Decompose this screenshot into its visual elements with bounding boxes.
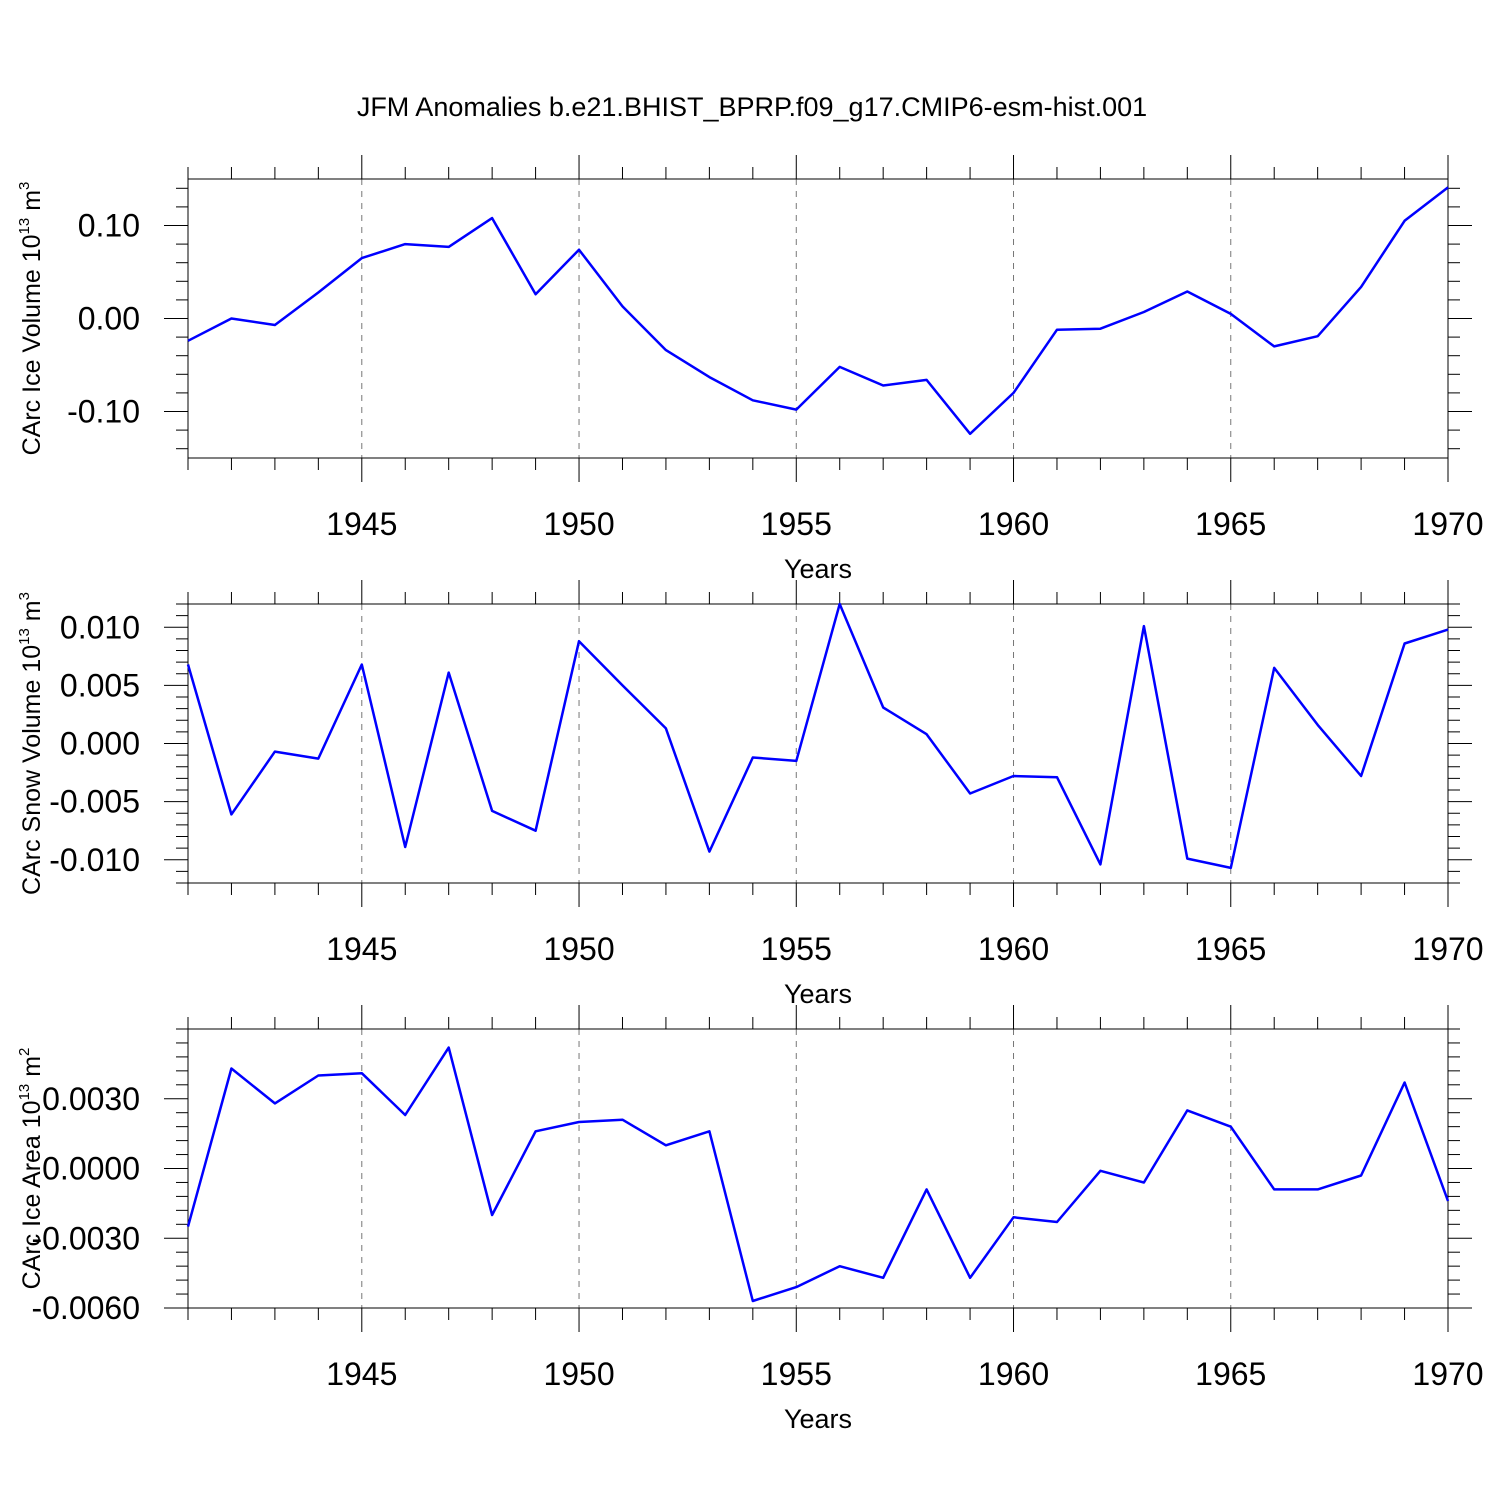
panel-snow-volume: 1945 1950 1955 1960 1965 1970 Years -0.010 -0.00… [16,580,1484,1009]
x-tick-label: 1960 [978,1356,1049,1392]
x-tick-label: 1955 [761,931,832,967]
y-tick-label: 0.0000 [42,1151,140,1187]
y-axis-label-part: 2 [16,1048,33,1056]
figure-title: JFM Anomalies b.e21.BHIST_BPRP.f09_g17.C… [357,92,1147,122]
y-axis-label-part: CArc Ice Volume 10 [18,234,46,455]
x-tick-label: 1965 [1195,506,1266,542]
y-axis-label-part: m [18,600,46,628]
y-tick-label: 0.005 [60,667,140,703]
x-tick-label: 1965 [1195,1356,1266,1392]
series-line [188,187,1448,433]
y-tick-label: 0.010 [60,609,140,645]
x-axis-label: Years [784,554,852,584]
y-tick-label: -0.010 [49,842,140,878]
y-axis-label-part: 13 [16,1084,33,1101]
y-axis-label-part: 3 [16,592,33,600]
y-axis-label: CArc Ice Area 1013 m2 [16,1048,46,1290]
y-axis-label-part: m [18,190,46,218]
x-tick-label: 1960 [978,506,1049,542]
y-axis-label-part: m [18,1056,46,1084]
x-tick-label: 1950 [543,506,614,542]
panel-ice-area: 1945 1950 1955 1960 1965 1970 Years -0.0060 -0.0… [16,1005,1484,1434]
y-tick-label: 0.0030 [42,1081,140,1117]
x-tick-label: 1970 [1412,506,1483,542]
x-tick-label: 1970 [1412,931,1483,967]
y-tick-label: -0.0060 [31,1290,140,1326]
y-axis-label-part: 13 [16,628,33,645]
y-tick-label: 0.00 [78,301,140,337]
plot-frame [188,179,1448,458]
y-axis-label: CArc Ice Volume 1013 m3 [16,182,46,456]
y-axis-label-part: CArc Ice Area 10 [18,1100,46,1289]
y-axis-label-part: 3 [16,182,33,190]
y-axis-label-part: CArc Snow Volume 10 [18,645,46,895]
y-tick-label: 0.10 [78,208,140,244]
y-tick-label: -0.10 [67,394,140,430]
x-tick-label: 1955 [761,506,832,542]
x-tick-label: 1955 [761,1356,832,1392]
x-tick-label: 1970 [1412,1356,1483,1392]
y-tick-label: -0.0030 [31,1220,140,1256]
y-tick-label: -0.005 [49,784,140,820]
x-tick-label: 1965 [1195,931,1266,967]
x-axis-label: Years [784,1404,852,1434]
y-tick-label: 0.000 [60,726,140,762]
series-line [188,604,1448,868]
x-tick-label: 1960 [978,931,1049,967]
series-line [188,1048,1448,1301]
panel-ice-volume: 1945 1950 1955 1960 1965 1970 Years -0.10 0.00 0.… [16,155,1484,584]
x-tick-label: 1945 [326,506,397,542]
y-axis-label-part: 13 [16,218,33,235]
x-tick-label: 1945 [326,1356,397,1392]
y-axis-label: CArc Snow Volume 1013 m3 [16,592,46,895]
x-tick-label: 1950 [543,1356,614,1392]
x-tick-label: 1950 [543,931,614,967]
x-tick-label: 1945 [326,931,397,967]
x-axis-label: Years [784,979,852,1009]
